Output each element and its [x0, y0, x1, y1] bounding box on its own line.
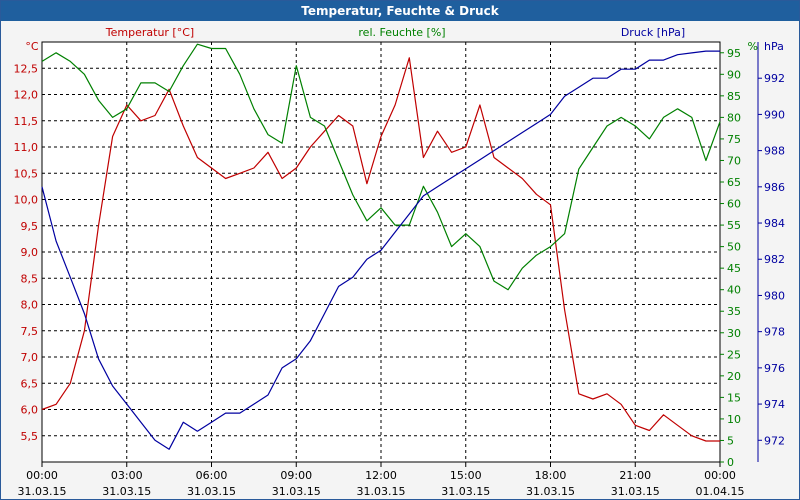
- humidity-axis-label: rel. Feuchte [%]: [358, 26, 445, 39]
- humidity-tick-label: 0: [727, 456, 734, 469]
- humidity-tick-label: 65: [727, 176, 741, 189]
- x-tick-date: 31.03.15: [357, 485, 406, 498]
- series-lines: [41, 43, 721, 450]
- temperature-tick-label: 8,0: [21, 299, 39, 312]
- humidity-tick-label: 95: [727, 47, 741, 60]
- pressure-axis: 972 974 976 978 980 982 984 986 988 990 992: [757, 42, 785, 462]
- humidity-tick-label: 15: [727, 391, 741, 404]
- humidity-tick-label: 5: [727, 434, 734, 447]
- temperature-tick-label: 10,5: [14, 167, 39, 180]
- temperature-tick-label: 5,5: [21, 430, 39, 443]
- x-tick-time: 15:00: [450, 469, 482, 482]
- temperature-unit: °C: [25, 40, 39, 53]
- pressure-tick-label: 984: [764, 217, 785, 230]
- pressure-tick-label: 992: [764, 72, 785, 85]
- humidity-tick-label: 80: [727, 111, 741, 124]
- x-tick-time: 00:00: [26, 469, 58, 482]
- x-tick-time: 21:00: [619, 469, 651, 482]
- pressure-tick-label: 990: [764, 108, 785, 121]
- x-tick-date: 31.03.15: [187, 485, 236, 498]
- humidity-tick-label: 90: [727, 68, 741, 81]
- temperature-tick-label: 12,5: [14, 62, 39, 75]
- temperature-tick-label: 7,5: [21, 325, 39, 338]
- humidity-unit: %: [748, 40, 758, 53]
- temperature-tick-label: 11,0: [14, 141, 39, 154]
- x-tick-date: 31.03.15: [272, 485, 321, 498]
- grid: [42, 42, 720, 462]
- temperature-tick-label: 12,0: [14, 89, 39, 102]
- temperature-tick-label: 9,0: [21, 246, 39, 259]
- pressure-unit: hPa: [764, 40, 784, 53]
- humidity-tick-label: 25: [727, 348, 741, 361]
- humidity-tick-label: 35: [727, 305, 741, 318]
- pressure-tick-label: 972: [764, 434, 785, 447]
- x-tick-date: 31.03.15: [441, 485, 490, 498]
- temperature-tick-label: 6,5: [21, 377, 39, 390]
- humidity-tick-label: 20: [727, 370, 741, 383]
- temperature-tick-label: 9,5: [21, 220, 39, 233]
- x-tick-date: 31.03.15: [611, 485, 660, 498]
- temperature-axis-label: Temperatur [°C]: [105, 26, 194, 39]
- humidity-tick-label: 50: [727, 241, 741, 254]
- x-tick-time: 00:00: [704, 469, 736, 482]
- x-tick-time: 03:00: [111, 469, 143, 482]
- pressure-tick-label: 974: [764, 398, 785, 411]
- temperature-axis: 5,5 6,0 6,5 7,0 7,5 8,0 8,5 9,0 9,5 10,0 10,5 11,0 1…: [14, 62, 39, 443]
- humidity-tick-label: 45: [727, 262, 741, 275]
- humidity-tick-label: 30: [727, 327, 741, 340]
- humidity-tick-label: 55: [727, 219, 741, 232]
- x-axis: 00:00 31.03.15 03:00 31.03.15 06:00 31.03.15 0…: [18, 462, 745, 498]
- humidity-series-line: [41, 43, 721, 291]
- x-tick-date: 31.03.15: [18, 485, 67, 498]
- x-tick-time: 06:00: [196, 469, 228, 482]
- temperature-tick-label: 11,5: [14, 115, 39, 128]
- pressure-tick-label: 982: [764, 253, 785, 266]
- window-title: Temperatur, Feuchte & Druck: [1, 1, 799, 21]
- humidity-tick-label: 70: [727, 154, 741, 167]
- x-tick-date: 31.03.15: [102, 485, 151, 498]
- x-tick-time: 18:00: [535, 469, 567, 482]
- pressure-tick-label: 988: [764, 145, 785, 158]
- humidity-tick-label: 85: [727, 90, 741, 103]
- humidity-tick-label: 60: [727, 198, 741, 211]
- x-tick-time: 12:00: [365, 469, 397, 482]
- temperature-tick-label: 10,0: [14, 194, 39, 207]
- humidity-tick-label: 40: [727, 284, 741, 297]
- temperature-tick-label: 7,0: [21, 351, 39, 364]
- pressure-series-line: [41, 50, 720, 450]
- x-tick-date: 01.04.15: [696, 485, 745, 498]
- pressure-tick-label: 976: [764, 362, 785, 375]
- x-tick-date: 31.03.15: [526, 485, 575, 498]
- pressure-tick-label: 986: [764, 181, 785, 194]
- pressure-tick-label: 980: [764, 289, 785, 302]
- temperature-tick-label: 6,0: [21, 404, 39, 417]
- temperature-tick-label: 8,5: [21, 272, 39, 285]
- humidity-tick-label: 75: [727, 133, 741, 146]
- x-tick-time: 09:00: [280, 469, 312, 482]
- temperature-series-line: [41, 57, 720, 442]
- humidity-tick-label: 10: [727, 413, 741, 426]
- humidity-axis: 0 5 10 15 20 25 30 35 40 45 50 55 60 65 70 75 80 85 90 95: [720, 47, 741, 469]
- pressure-axis-label: Druck [hPa]: [621, 26, 685, 39]
- pressure-tick-label: 978: [764, 326, 785, 339]
